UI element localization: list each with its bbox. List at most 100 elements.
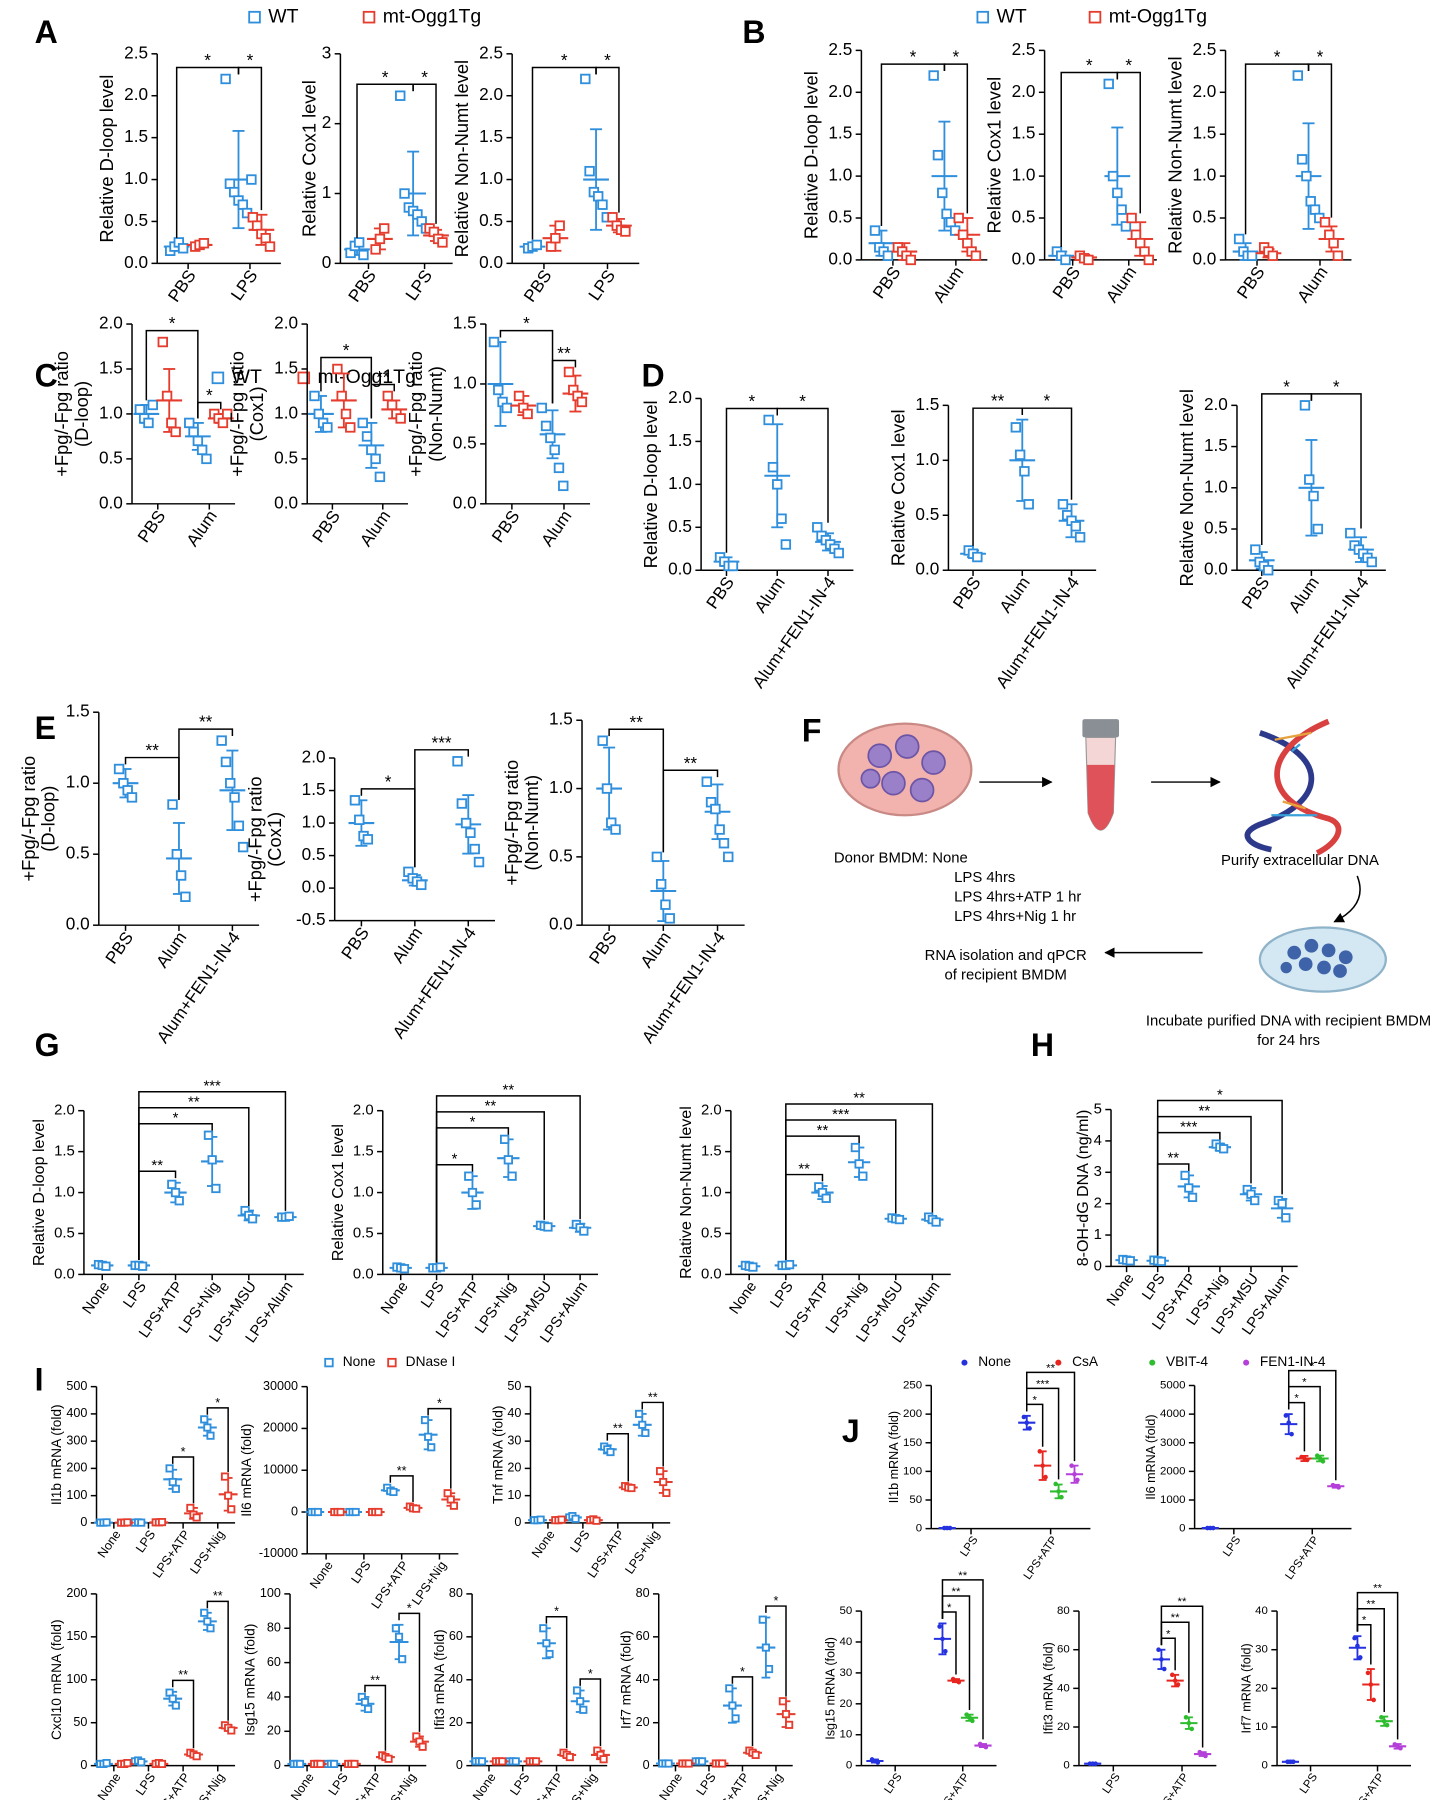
y-tick-label: 0.5: [479, 210, 503, 230]
point: [597, 735, 608, 746]
significance-label: **: [1366, 1599, 1375, 1611]
y-axis-label: Cxcl10 mRNA (fold): [49, 1619, 64, 1740]
y-tick-label: 200: [903, 1408, 922, 1420]
point: [177, 243, 189, 254]
point: [203, 1130, 214, 1140]
x-tick-label: None: [470, 1770, 499, 1800]
point: [1305, 196, 1316, 207]
significance-label: **: [958, 1570, 967, 1582]
panel-f: F Purify extracellular DNA RNA isolation…: [802, 712, 1431, 1048]
x-tick-label: PBS: [1048, 263, 1084, 303]
point: [1324, 229, 1335, 240]
significance-label: *: [343, 340, 350, 360]
point: [332, 363, 343, 375]
point: [728, 1701, 737, 1710]
point: [1368, 1682, 1374, 1687]
significance-label: *: [1032, 1394, 1037, 1406]
point: [780, 539, 792, 550]
point: [1175, 1682, 1181, 1687]
point: [220, 756, 232, 768]
point: [592, 191, 604, 202]
y-tick-label: 0: [80, 1515, 87, 1529]
point: [875, 1760, 881, 1765]
point: [137, 1261, 148, 1271]
y-tick-label: 0.5: [99, 447, 123, 467]
significance-label: **: [213, 1589, 223, 1603]
legend-label: WT: [997, 5, 1027, 27]
significance-label: *: [470, 1115, 476, 1131]
point: [374, 233, 386, 245]
point: [1014, 449, 1026, 461]
point: [1183, 1715, 1189, 1720]
significance-bracket: [138, 1090, 287, 1261]
y-tick-label: 5000: [1160, 1380, 1185, 1392]
x-tick-label: PBS: [133, 506, 169, 546]
legend-label: FEN1-IN-4: [1260, 1354, 1326, 1369]
significance-label: *: [604, 50, 611, 70]
significance-bracket: [1156, 1099, 1283, 1256]
subplot: -0.5 0.0 0.5 1.0 1.5 2.0 +Fpg/-Fpg ratio(Cox1)…: [244, 732, 495, 1042]
point: [295, 1759, 305, 1768]
point: [1299, 400, 1311, 411]
x-tick-label: LPS+Nig: [560, 1770, 600, 1800]
significance-bracket: [435, 1095, 581, 1263]
x-tick-label: LPS+ATP: [1153, 1771, 1192, 1800]
panel-letter: B: [742, 14, 765, 50]
y-axis-label: +Fpg/-Fpg ratio: [405, 351, 426, 477]
point: [758, 1615, 767, 1624]
legend-marker: [1149, 1359, 1156, 1366]
y-tick-label: 0.0: [54, 1266, 75, 1282]
point: [956, 1679, 962, 1685]
legend-label: WT: [232, 366, 262, 388]
y-tick-label: 0.5: [353, 1225, 374, 1241]
y-tick-label: 0.0: [1204, 559, 1228, 579]
y-tick-label: 1.0: [668, 473, 692, 493]
point: [858, 1171, 868, 1181]
y-axis-label: Tnf mRNA (fold): [490, 1406, 505, 1504]
significance-bracket: [171, 1679, 195, 1749]
significance-bracket: [370, 383, 395, 419]
y-tick-label: 30: [840, 1667, 853, 1679]
y-tick-label: 1.0: [453, 373, 477, 393]
point: [812, 522, 823, 533]
point: [1384, 1722, 1390, 1728]
y-tick-label: 30: [1255, 1644, 1268, 1656]
x-tick-label: None: [1104, 1271, 1138, 1309]
point: [1366, 556, 1377, 568]
y-tick-label: 50: [909, 1494, 922, 1506]
point: [437, 237, 448, 248]
x-tick-label: LPS: [958, 1534, 980, 1559]
point: [970, 250, 982, 261]
point: [374, 471, 386, 483]
y-tick-label: 2: [322, 112, 332, 132]
x-tick-label: LPS+Nig: [409, 1559, 449, 1608]
point: [424, 1432, 433, 1441]
y-tick-label: 2.0: [828, 81, 852, 101]
point: [137, 1518, 146, 1527]
y-tick-label: 0: [1094, 1258, 1102, 1274]
point: [763, 414, 774, 426]
significance-bracket: [725, 407, 778, 553]
point: [186, 1503, 195, 1512]
x-tick-label: LPS+ATP: [1283, 1534, 1322, 1582]
point: [1053, 1481, 1059, 1487]
y-axis-label: Isg15 mRNA (fold): [243, 1624, 258, 1736]
point: [580, 73, 591, 85]
panel-letter: F: [802, 712, 822, 748]
significance-label: ***: [1180, 1119, 1198, 1135]
point: [313, 408, 325, 420]
y-tick-label: 0.5: [124, 210, 148, 230]
x-tick-label: Alum: [1284, 573, 1323, 616]
y-tick-label: 80: [1057, 1605, 1070, 1617]
point: [545, 432, 556, 444]
y-tick-label: 1.5: [302, 779, 326, 799]
y-tick-label: 1.0: [124, 168, 148, 188]
y-tick-label: 1: [1094, 1227, 1102, 1243]
point: [498, 1757, 507, 1766]
point: [718, 837, 730, 849]
point: [511, 1757, 520, 1766]
point: [531, 239, 542, 251]
point: [776, 513, 787, 524]
point: [370, 244, 381, 255]
